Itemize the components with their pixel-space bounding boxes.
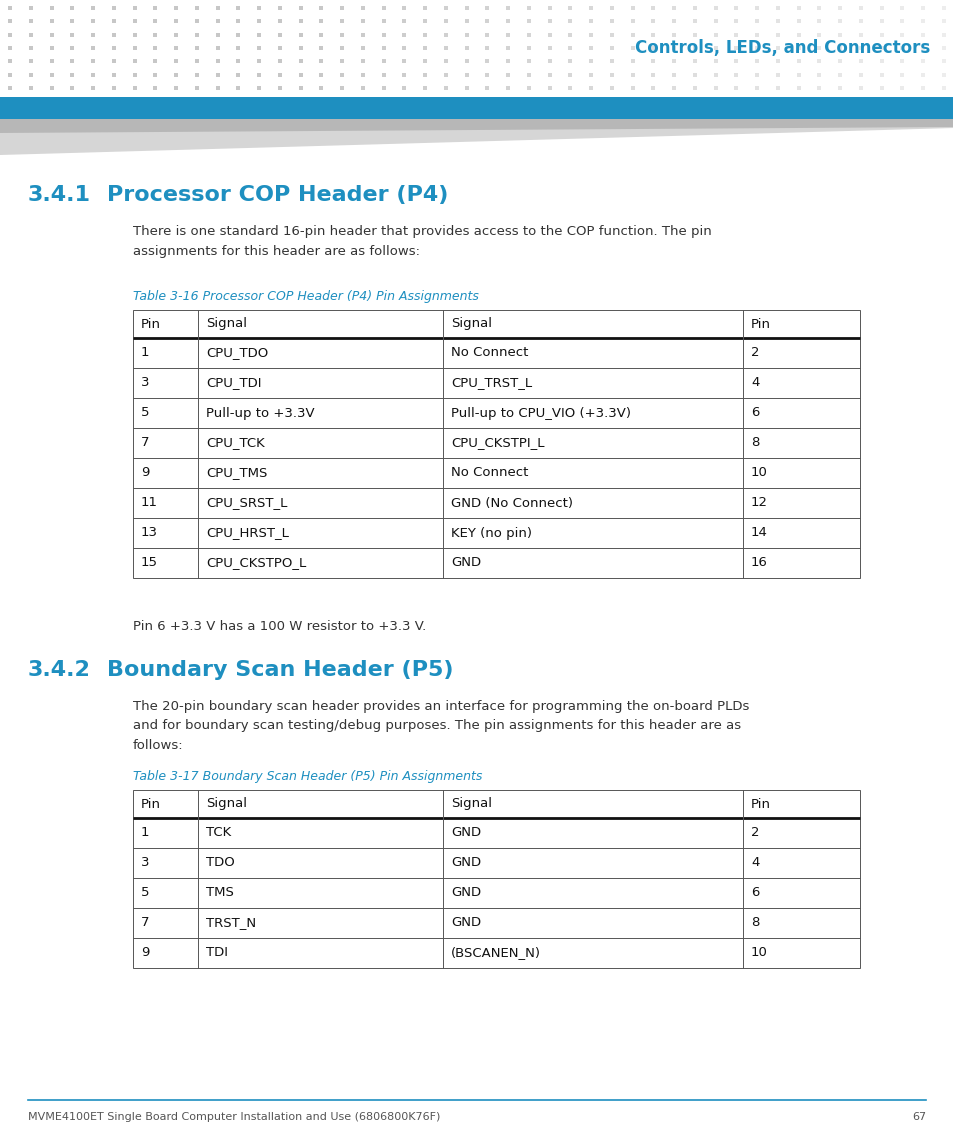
Text: CPU_CKSTPO_L: CPU_CKSTPO_L <box>206 556 306 569</box>
Text: CPU_HRST_L: CPU_HRST_L <box>206 527 289 539</box>
Text: Pin: Pin <box>141 798 161 811</box>
Text: TDI: TDI <box>206 947 228 960</box>
Text: CPU_TDO: CPU_TDO <box>206 347 268 360</box>
Text: CPU_SRST_L: CPU_SRST_L <box>206 497 287 510</box>
Text: 9: 9 <box>141 947 150 960</box>
Text: GND: GND <box>451 856 480 869</box>
Text: Signal: Signal <box>206 317 247 331</box>
Text: 12: 12 <box>750 497 767 510</box>
Text: 5: 5 <box>141 886 150 900</box>
Text: 8: 8 <box>750 436 759 450</box>
Text: TDO: TDO <box>206 856 234 869</box>
Text: TMS: TMS <box>206 886 233 900</box>
Text: CPU_TCK: CPU_TCK <box>206 436 265 450</box>
Text: No Connect: No Connect <box>451 466 528 480</box>
Text: Table 3-17 Boundary Scan Header (P5) Pin Assignments: Table 3-17 Boundary Scan Header (P5) Pin… <box>132 769 482 783</box>
Text: GND: GND <box>451 916 480 930</box>
Text: 3: 3 <box>141 856 150 869</box>
Text: 10: 10 <box>750 466 767 480</box>
Text: 4: 4 <box>750 377 759 389</box>
Text: 1: 1 <box>141 347 150 360</box>
Text: GND: GND <box>451 556 480 569</box>
Text: 3: 3 <box>141 377 150 389</box>
Text: 16: 16 <box>750 556 767 569</box>
Polygon shape <box>0 119 953 133</box>
Text: (BSCANEN_N): (BSCANEN_N) <box>451 947 540 960</box>
Text: 9: 9 <box>141 466 150 480</box>
Text: CPU_TDI: CPU_TDI <box>206 377 261 389</box>
Text: 2: 2 <box>750 347 759 360</box>
Text: TCK: TCK <box>206 827 231 839</box>
Text: 7: 7 <box>141 436 150 450</box>
Text: GND: GND <box>451 827 480 839</box>
Text: 3.4.1: 3.4.1 <box>28 185 91 205</box>
Text: MVME4100ET Single Board Computer Installation and Use (6806800K76F): MVME4100ET Single Board Computer Install… <box>28 1112 440 1122</box>
Polygon shape <box>0 119 953 155</box>
Text: Pin: Pin <box>750 798 770 811</box>
Text: The 20-pin boundary scan header provides an interface for programming the on-boa: The 20-pin boundary scan header provides… <box>132 700 749 752</box>
Text: CPU_TRST_L: CPU_TRST_L <box>451 377 532 389</box>
Text: 6: 6 <box>750 406 759 419</box>
Text: Pin: Pin <box>750 317 770 331</box>
Text: Pin 6 +3.3 V has a 100 W resistor to +3.3 V.: Pin 6 +3.3 V has a 100 W resistor to +3.… <box>132 619 426 633</box>
Text: 5: 5 <box>141 406 150 419</box>
Text: Signal: Signal <box>451 317 492 331</box>
Text: Controls, LEDs, and Connectors: Controls, LEDs, and Connectors <box>634 39 929 57</box>
Text: KEY (no pin): KEY (no pin) <box>451 527 532 539</box>
Text: No Connect: No Connect <box>451 347 528 360</box>
Text: GND (No Connect): GND (No Connect) <box>451 497 573 510</box>
Text: 11: 11 <box>141 497 158 510</box>
Text: Pin: Pin <box>141 317 161 331</box>
Text: 4: 4 <box>750 856 759 869</box>
Text: 67: 67 <box>911 1112 925 1122</box>
Text: TRST_N: TRST_N <box>206 916 255 930</box>
Text: Processor COP Header (P4): Processor COP Header (P4) <box>107 185 448 205</box>
Bar <box>0 97 953 119</box>
Text: Pull-up to +3.3V: Pull-up to +3.3V <box>206 406 314 419</box>
Text: 15: 15 <box>141 556 158 569</box>
Text: 8: 8 <box>750 916 759 930</box>
Text: 7: 7 <box>141 916 150 930</box>
Text: 13: 13 <box>141 527 158 539</box>
Text: 2: 2 <box>750 827 759 839</box>
Bar <box>132 310 859 578</box>
Text: 14: 14 <box>750 527 767 539</box>
Text: GND: GND <box>451 886 480 900</box>
Text: There is one standard 16-pin header that provides access to the COP function. Th: There is one standard 16-pin header that… <box>132 226 711 258</box>
Text: Signal: Signal <box>206 798 247 811</box>
Bar <box>132 790 859 968</box>
Text: 6: 6 <box>750 886 759 900</box>
Text: 3.4.2: 3.4.2 <box>28 660 91 680</box>
Text: 10: 10 <box>750 947 767 960</box>
Text: Table 3-16 Processor COP Header (P4) Pin Assignments: Table 3-16 Processor COP Header (P4) Pin… <box>132 290 478 303</box>
Text: Signal: Signal <box>451 798 492 811</box>
Text: Boundary Scan Header (P5): Boundary Scan Header (P5) <box>107 660 453 680</box>
Text: CPU_CKSTPI_L: CPU_CKSTPI_L <box>451 436 544 450</box>
Text: CPU_TMS: CPU_TMS <box>206 466 267 480</box>
Text: Pull-up to CPU_VIO (+3.3V): Pull-up to CPU_VIO (+3.3V) <box>451 406 630 419</box>
Text: 1: 1 <box>141 827 150 839</box>
